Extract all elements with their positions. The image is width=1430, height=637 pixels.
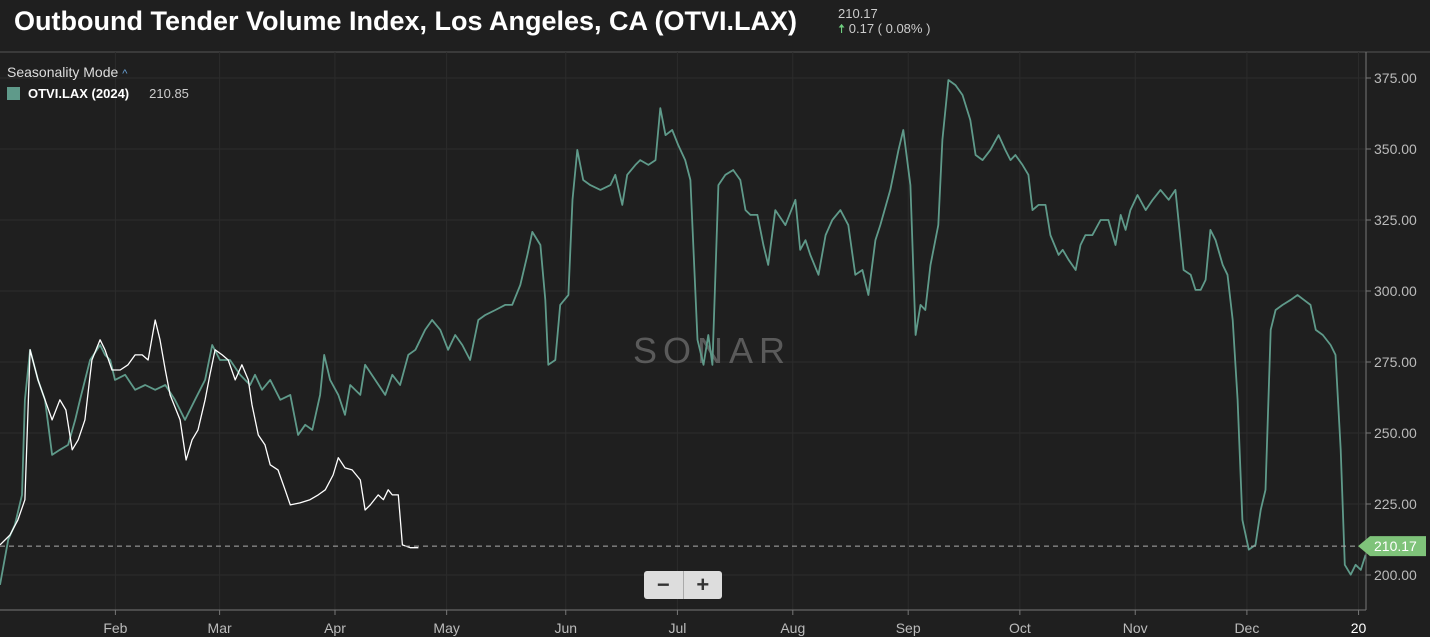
series-lines: [0, 79, 1367, 586]
legend: Seasonality Mode ^ OTVI.LAX (2024) 210.85: [7, 64, 189, 101]
x-tick-label: Dec: [1234, 620, 1259, 636]
series-line-2025: [0, 319, 419, 549]
y-tick-label: 250.00: [1374, 425, 1417, 441]
title-bar: Outbound Tender Volume Index, Los Angele…: [0, 0, 1430, 53]
x-tick-label: 20: [1351, 620, 1367, 636]
change-value: 0.17 ( 0.08% ): [848, 21, 931, 36]
price-tag-label: 210.17: [1374, 538, 1417, 554]
legend-swatch: [7, 87, 20, 100]
seasonality-mode-toggle[interactable]: Seasonality Mode: [7, 64, 119, 80]
x-tick-label: Sep: [896, 620, 921, 636]
x-tick-label: Mar: [208, 620, 232, 636]
x-tick-label: Feb: [103, 620, 127, 636]
price-tag: [1358, 536, 1426, 557]
legend-series-value: 210.85: [149, 86, 189, 101]
y-tick-label: 300.00: [1374, 283, 1417, 299]
x-tick-label: Nov: [1123, 620, 1148, 636]
axes: 200.00 225.00 250.00 275.00 300.00 325.00 350.…: [0, 52, 1426, 636]
x-tick-label: Aug: [780, 620, 805, 636]
zoom-out-button[interactable]: −: [644, 571, 684, 599]
chevron-up-icon[interactable]: ^: [122, 68, 128, 80]
x-tick-label: Jun: [554, 620, 577, 636]
series-line-2024: [0, 79, 1367, 586]
arrow-up-icon: 🠅: [838, 21, 846, 36]
y-tick-label: 200.00: [1374, 567, 1417, 583]
y-tick-label: 375.00: [1374, 70, 1417, 86]
y-tick-label: 325.00: [1374, 212, 1417, 228]
last-value: 210.17: [838, 6, 878, 21]
y-tick-label: 350.00: [1374, 141, 1417, 157]
x-tick-label: May: [433, 620, 459, 636]
y-tick-label: 275.00: [1374, 354, 1417, 370]
gridlines: [0, 52, 1366, 610]
legend-series-name: OTVI.LAX (2024): [28, 86, 130, 101]
zoom-in-button[interactable]: +: [696, 572, 710, 597]
x-tick-label: Jul: [668, 620, 686, 636]
chart-title: Outbound Tender Volume Index, Los Angele…: [14, 6, 798, 36]
y-tick-label: 225.00: [1374, 496, 1417, 512]
x-tick-label: Oct: [1009, 620, 1031, 636]
quote-box: 210.17 🠅 0.17 ( 0.08% ): [838, 6, 930, 36]
x-tick-label: Apr: [324, 620, 346, 636]
zoom-controls: − +: [644, 571, 722, 599]
